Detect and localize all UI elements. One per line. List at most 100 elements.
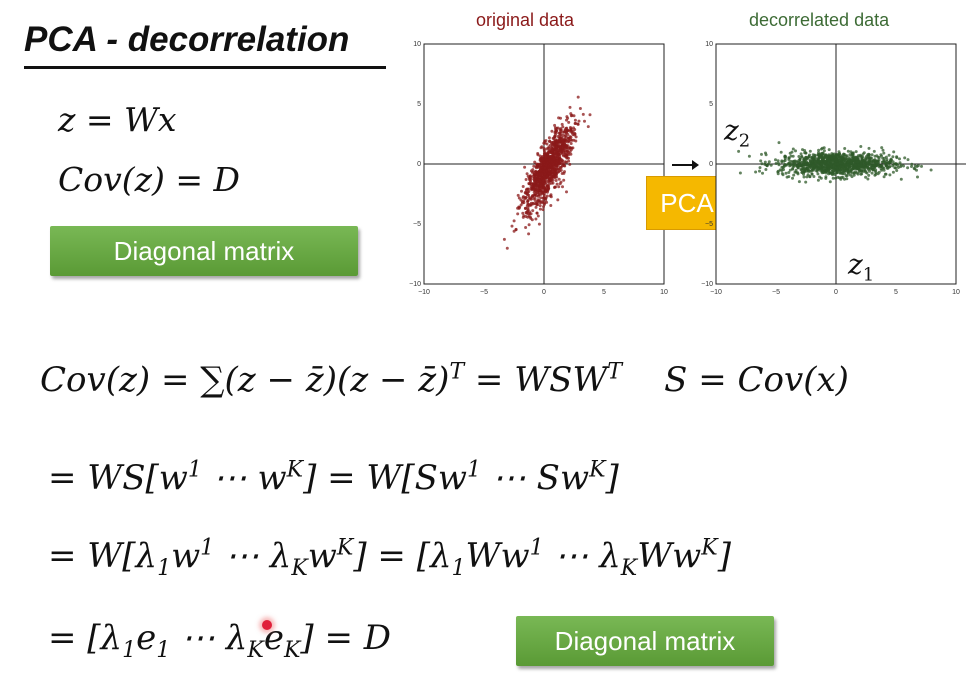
decorrelated-data-point: [821, 167, 825, 171]
original-data-point: [539, 182, 543, 186]
decorrelated-data-point: [801, 148, 804, 152]
original-data-point: [567, 139, 571, 143]
decorrelated-data-point: [822, 149, 826, 153]
y-tick-label: −10: [701, 281, 713, 288]
original-data-point: [554, 128, 558, 132]
original-data-point: [502, 237, 506, 241]
original-data-point: [562, 178, 566, 182]
decorrelated-data-point: [815, 169, 818, 173]
decorrelated-data-point: [767, 160, 771, 164]
decorrelated-data-point: [880, 168, 884, 172]
x-tick-label: 5: [894, 289, 898, 296]
decorrelated-data-point: [810, 172, 814, 176]
decorrelated-data-point: [759, 159, 763, 163]
original-data-point: [520, 189, 523, 193]
original-data-point: [546, 146, 550, 150]
y-tick-label: −5: [413, 221, 421, 228]
original-data-point: [559, 168, 563, 172]
decorrelated-data-point: [891, 170, 895, 174]
decorrelated-data-point: [863, 169, 867, 173]
original-data-point: [529, 169, 533, 173]
original-data-point: [523, 197, 527, 200]
decorrelated-data-point: [882, 175, 886, 179]
decorrelated-data-point: [812, 175, 816, 178]
pointer-dot: [262, 620, 272, 630]
original-data-point: [573, 118, 577, 122]
slide-title: PCA - decorrelation: [24, 20, 350, 59]
decorrelated-data-point: [791, 147, 795, 151]
original-data-point: [528, 182, 532, 186]
y-tick-label: 10: [413, 41, 421, 48]
decorrelated-data-point: [754, 170, 758, 174]
original-data-point: [553, 186, 556, 189]
original-data-point: [516, 212, 520, 216]
decorrelated-data-point: [824, 176, 828, 180]
decorrelated-data-point: [870, 171, 874, 175]
decorrelated-data-point: [877, 170, 881, 174]
original-data-point: [574, 139, 578, 143]
decorrelated-data-point: [895, 169, 899, 172]
original-data-point: [523, 206, 527, 210]
original-data-point: [536, 214, 540, 218]
original-data-point: [543, 157, 547, 161]
original-data-point: [541, 199, 545, 203]
original-data-point: [565, 160, 568, 164]
decorrelated-data-point: [758, 166, 762, 170]
decorrelated-data-point: [846, 149, 850, 153]
original-data-point: [538, 207, 542, 211]
decorrelated-data-point: [880, 160, 884, 164]
decorrelated-data-point: [821, 152, 825, 156]
decorrelated-data-point: [895, 156, 899, 160]
decorrelated-data-point: [916, 175, 919, 179]
x-tick-label: −10: [418, 289, 430, 296]
decorrelated-data-point: [791, 176, 794, 180]
original-data-point: [581, 112, 585, 116]
decorrelated-data-point: [788, 168, 792, 172]
original-data-point: [550, 129, 554, 133]
original-data-point: [569, 142, 573, 145]
decorrelated-data-point: [819, 176, 823, 180]
original-data-point: [543, 153, 547, 157]
diagonal-matrix-label-bottom: Diagonal matrix: [516, 616, 774, 666]
decorrelated-data-point: [797, 180, 801, 184]
original-data-point: [542, 148, 546, 152]
original-data-point: [505, 246, 509, 250]
original-data-point: [550, 147, 554, 150]
decorrelated-data-point: [865, 157, 869, 161]
decorrelated-data-point: [764, 163, 768, 167]
decorrelated-data-point: [825, 158, 829, 162]
decorrelated-data-point: [816, 178, 820, 182]
decorrelated-data-point: [804, 151, 808, 155]
decorrelated-data-point: [847, 160, 851, 163]
decorrelated-data-point: [800, 155, 804, 159]
decorrelated-data-point: [880, 146, 884, 150]
original-data-point: [521, 211, 525, 215]
decorrelated-data-point: [881, 156, 885, 160]
decorrelated-data-point: [819, 147, 823, 151]
decorrelated-data-point: [802, 175, 806, 179]
decorrelated-data-point: [839, 171, 842, 175]
decorrelated-data-point: [883, 172, 887, 176]
decorrelated-data-point: [781, 173, 785, 177]
derivation-line-1: Cov(z) = ∑(z − z̄)(z − z̄)T = WSWT S = Co…: [40, 359, 849, 400]
decorrelated-data-point: [929, 168, 933, 172]
decorrelated-data-point: [761, 171, 764, 175]
decorrelated-data-point: [874, 171, 878, 175]
decorrelated-data-point: [838, 158, 842, 162]
decorrelated-data-point: [864, 175, 868, 179]
original-data-point: [526, 174, 530, 178]
original-data-point: [562, 130, 566, 134]
decorrelated-data-point: [842, 160, 846, 164]
original-data-point: [541, 208, 545, 212]
original-data-point: [554, 179, 558, 182]
original-data-point: [531, 182, 535, 186]
original-data-point: [545, 151, 549, 155]
decorrelated-data-point: [872, 149, 876, 153]
original-data-point: [522, 201, 526, 205]
original-data-point: [573, 131, 577, 135]
original-data-point: [572, 126, 575, 130]
decorrelated-data-point: [859, 162, 863, 165]
decorrelated-data-point: [835, 166, 839, 170]
decorrelated-data-point: [782, 164, 786, 168]
original-data-point: [535, 211, 539, 215]
